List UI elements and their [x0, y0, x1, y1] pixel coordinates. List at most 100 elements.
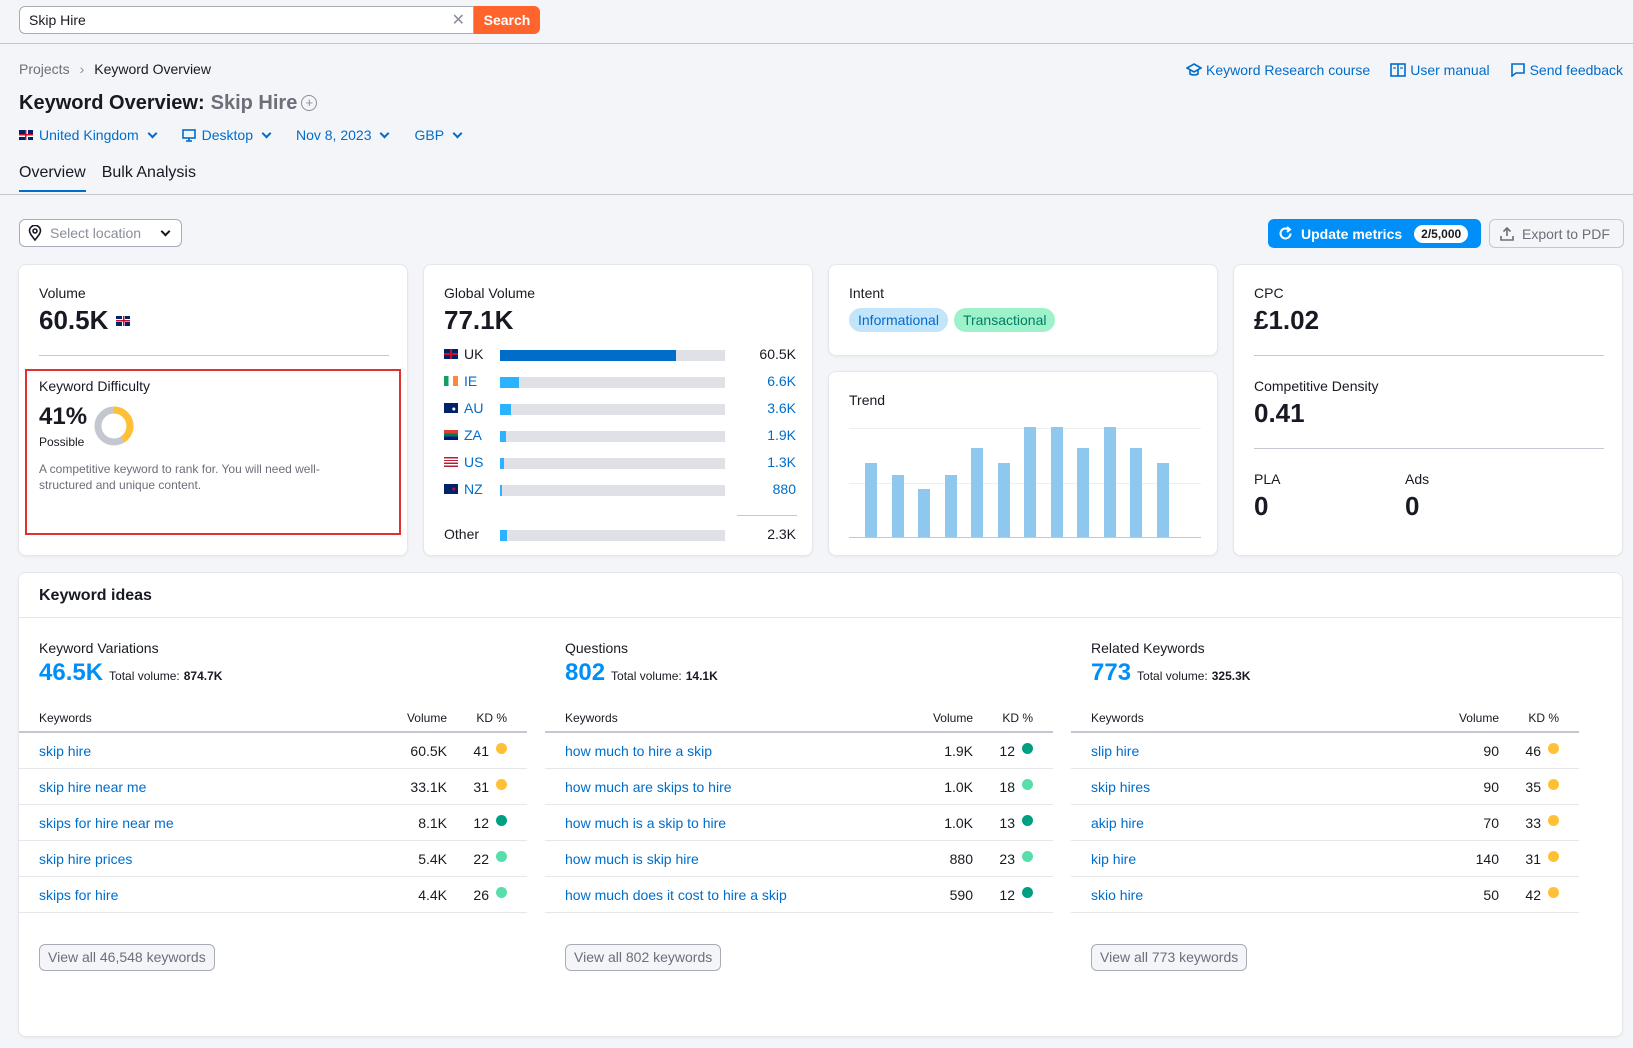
refresh-icon — [1279, 226, 1292, 240]
keyword-kd: 31 — [1525, 851, 1541, 867]
clear-icon[interactable]: ✕ — [451, 12, 465, 29]
gv-country[interactable]: US — [444, 454, 483, 470]
kd-dot — [496, 779, 507, 790]
search-input[interactable]: Skip Hire ✕ — [19, 6, 474, 34]
keyword-link[interactable]: how much are skips to hire — [565, 779, 732, 795]
gv-value[interactable]: 6.6K — [767, 373, 796, 389]
keyword-volume: 1.0K — [944, 815, 973, 831]
keyword-research-course-link[interactable]: Keyword Research course — [1186, 62, 1370, 78]
column-total-label: Total volume: — [1137, 669, 1208, 683]
column-count[interactable]: 773 — [1091, 659, 1132, 686]
kd-highlight-box — [25, 369, 401, 535]
intent-tag-transactional[interactable]: Transactional — [953, 308, 1056, 332]
view-all-button[interactable]: View all 802 keywords — [565, 944, 722, 971]
trend-bar[interactable] — [918, 488, 930, 537]
breadcrumb-projects[interactable]: Projects — [19, 61, 70, 77]
gv-value[interactable]: 3.6K — [767, 400, 796, 416]
keyword-link[interactable]: how much does it cost to hire a skip — [565, 887, 787, 903]
currency-dropdown[interactable]: GBP — [414, 127, 463, 143]
trend-bar[interactable] — [1024, 427, 1036, 537]
export-pdf-button[interactable]: Export to PDF — [1489, 219, 1624, 248]
gv-country[interactable]: ZA — [444, 427, 482, 443]
keyword-link[interactable]: how much to hire a skip — [565, 743, 713, 759]
keyword-link[interactable]: how much is a skip to hire — [565, 815, 727, 831]
table-row: skio hire 50 42 — [1071, 877, 1579, 913]
keyword-link[interactable]: slip hire — [1091, 743, 1140, 759]
keyword-kd: 12 — [473, 815, 489, 831]
column-count[interactable]: 46.5K — [39, 659, 104, 686]
gv-country[interactable]: AU — [444, 400, 483, 416]
kd-label: Keyword Difficulty — [39, 378, 151, 394]
device-dropdown[interactable]: Desktop — [181, 127, 272, 143]
keyword-link[interactable]: skip hires — [1091, 779, 1151, 795]
kd-dot — [1548, 851, 1559, 862]
intent-tag-informational[interactable]: Informational — [849, 308, 948, 332]
keyword-kd: 42 — [1525, 887, 1541, 903]
keyword-link[interactable]: skips for hire — [39, 887, 119, 903]
column-total-value: 14.1K — [685, 669, 718, 683]
kd-dot — [1548, 887, 1559, 898]
location-select[interactable]: Select location — [19, 219, 182, 247]
gv-country[interactable]: NZ — [444, 481, 483, 497]
add-plus-icon[interactable]: + — [301, 95, 318, 111]
keyword-link[interactable]: skip hire — [39, 743, 92, 759]
trend-bar[interactable] — [1130, 447, 1142, 537]
kd-value: 41% — [39, 403, 88, 430]
keyword-link[interactable]: akip hire — [1091, 815, 1144, 831]
keyword-kd: 41 — [473, 743, 489, 759]
graduation-cap-icon — [1186, 63, 1203, 76]
keyword-volume: 50 — [1483, 887, 1499, 903]
gv-fill — [500, 404, 511, 415]
keyword-volume: 33.1K — [410, 779, 447, 795]
device-label: Desktop — [201, 127, 253, 143]
trend-bar[interactable] — [1103, 427, 1116, 537]
global-volume-label: Global Volume — [444, 285, 536, 301]
tab-bulk-analysis[interactable]: Bulk Analysis — [101, 164, 196, 181]
feedback-icon — [1510, 63, 1525, 77]
volume-label: Volume — [39, 285, 86, 301]
filters-bar: United Kingdom Desktop Nov 8, 2023 GBP — [19, 127, 463, 143]
gv-country-label: IE — [464, 373, 478, 389]
table-row: how much is a skip to hire 1.0K 13 — [545, 805, 1053, 841]
keyword-link[interactable]: kip hire — [1091, 851, 1137, 867]
send-feedback-link[interactable]: Send feedback — [1510, 62, 1623, 78]
pla-label: PLA — [1254, 471, 1281, 487]
gv-value[interactable]: 1.9K — [767, 427, 796, 443]
view-all-button[interactable]: View all 773 keywords — [1091, 944, 1248, 971]
trend-bar[interactable] — [1077, 447, 1089, 537]
keyword-link[interactable]: how much is skip hire — [565, 851, 699, 867]
keyword-link[interactable]: skio hire — [1091, 887, 1144, 903]
trend-bar[interactable] — [1050, 427, 1063, 537]
country-dropdown[interactable]: United Kingdom — [19, 127, 158, 143]
gv-value[interactable]: 1.3K — [767, 454, 796, 470]
trend-bar[interactable] — [944, 475, 957, 537]
gv-row-uk: UK 60.5K — [444, 344, 796, 364]
column-count[interactable]: 802 — [565, 659, 606, 686]
header-keywords: Keywords — [1091, 711, 1144, 725]
gv-value[interactable]: 880 — [772, 481, 796, 497]
keyword-link[interactable]: skip hire near me — [39, 779, 147, 795]
column-total-label: Total volume: — [109, 669, 180, 683]
search-button[interactable]: Search — [474, 6, 540, 34]
gv-country[interactable]: IE — [444, 373, 477, 389]
kd-dot — [1022, 815, 1033, 826]
trend-bar[interactable] — [971, 447, 983, 537]
update-metrics-button[interactable]: Update metrics 2/5,000 — [1268, 219, 1481, 248]
keyword-kd: 33 — [1525, 815, 1541, 831]
user-manual-link[interactable]: User manual — [1390, 62, 1490, 78]
search-value: Skip Hire — [29, 12, 86, 28]
view-all-button[interactable]: View all 46,548 keywords — [39, 944, 215, 971]
tab-overview[interactable]: Overview — [19, 164, 86, 192]
header-kd: KD % — [1528, 711, 1559, 725]
ie-flag-icon — [444, 376, 458, 386]
date-dropdown[interactable]: Nov 8, 2023 — [296, 127, 390, 143]
header-keywords: Keywords — [565, 711, 618, 725]
trend-bar[interactable] — [997, 463, 1010, 537]
trend-bar[interactable] — [1156, 463, 1169, 537]
keyword-link[interactable]: skips for hire near me — [39, 815, 174, 831]
trend-bar[interactable] — [865, 463, 877, 537]
keyword-volume: 1.9K — [944, 743, 973, 759]
keyword-link[interactable]: skip hire prices — [39, 851, 133, 867]
trend-bar[interactable] — [891, 475, 904, 537]
divider — [1254, 448, 1604, 449]
